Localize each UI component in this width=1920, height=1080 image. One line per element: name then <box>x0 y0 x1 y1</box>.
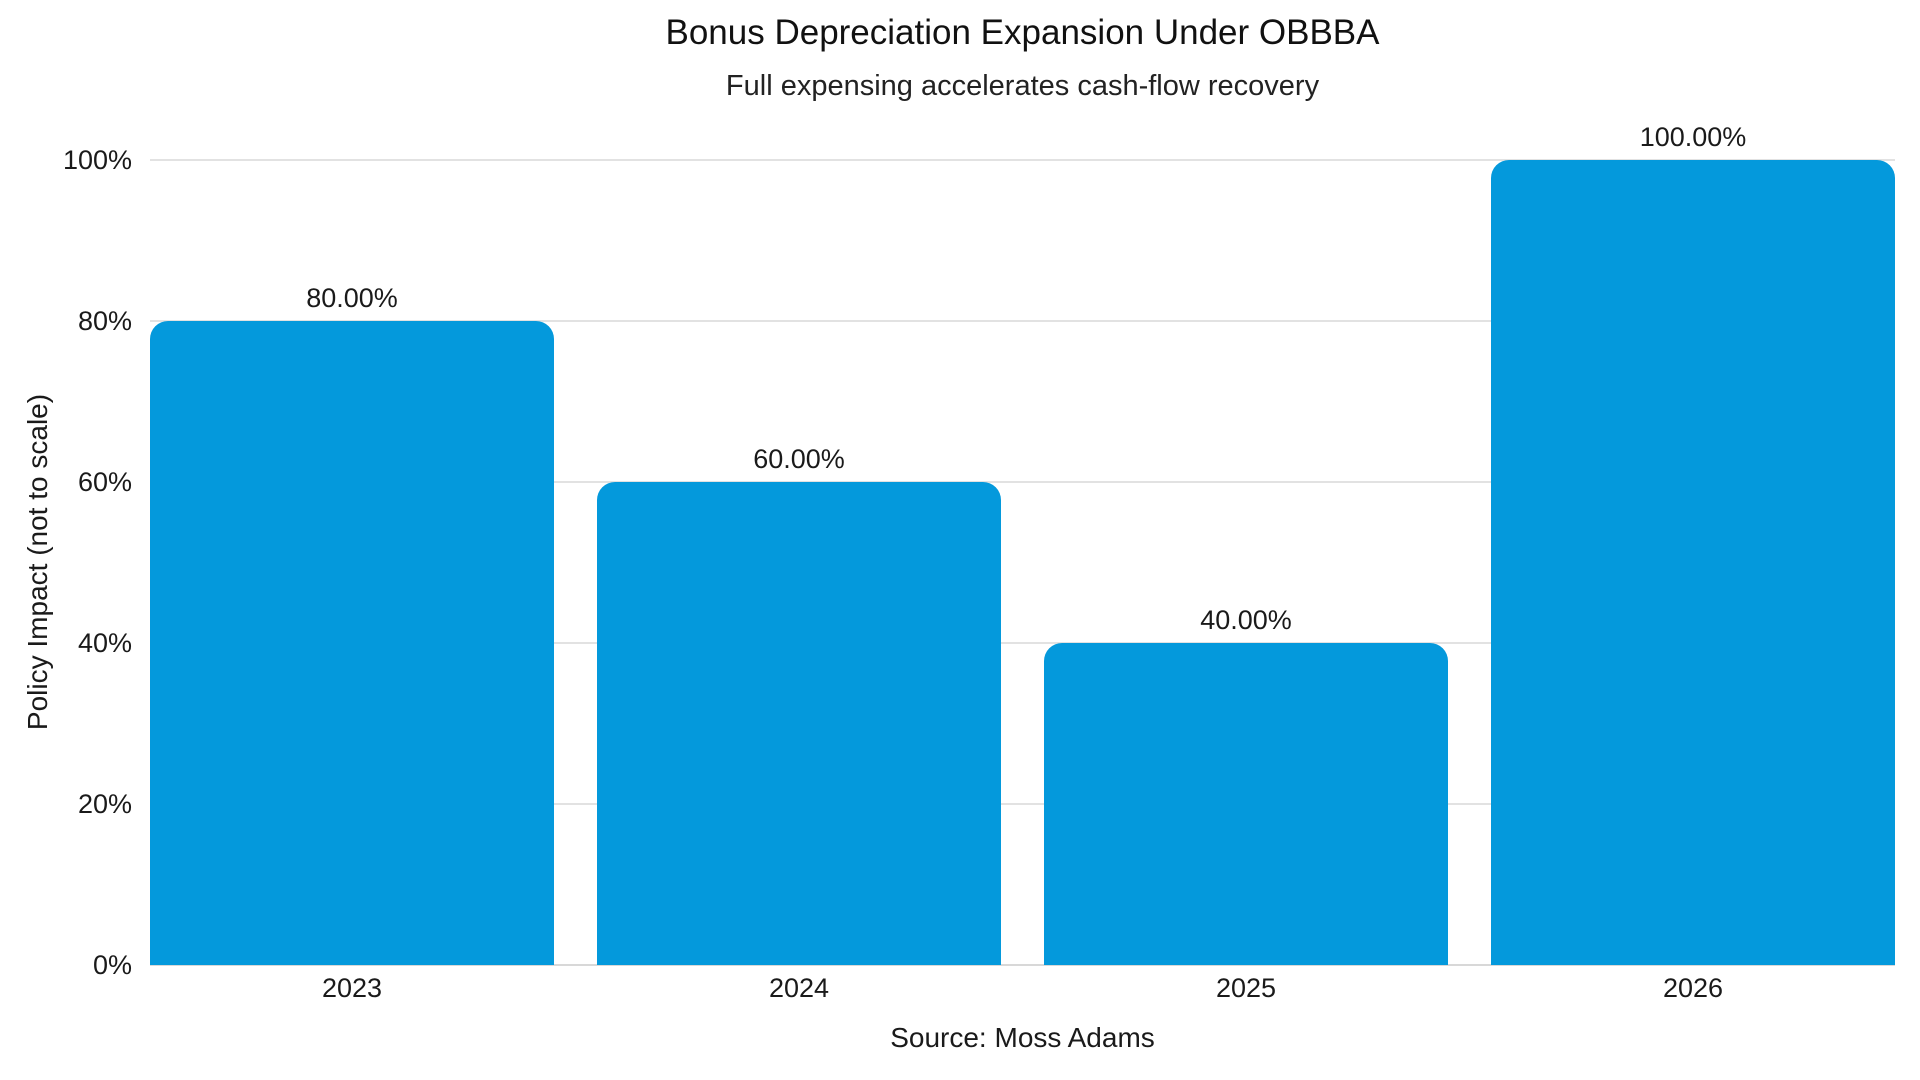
bar <box>1044 643 1448 965</box>
y-tick-label: 60% <box>77 467 132 497</box>
gridline <box>150 320 1895 322</box>
gridline <box>150 159 1895 161</box>
source-note: Source: Moss Adams <box>890 1022 1155 1053</box>
bar-value-label: 40.00% <box>1200 605 1292 635</box>
gridline <box>150 803 1895 805</box>
x-tick-label: 2026 <box>1662 973 1724 1003</box>
chart-subtitle: Full expensing accelerates cash-flow rec… <box>725 70 1320 102</box>
x-tick-label: 2023 <box>321 973 383 1003</box>
y-tick-label: 0% <box>92 950 132 980</box>
bar-value-label: 80.00% <box>306 283 398 313</box>
bar-value-label: 100.00% <box>1639 122 1747 152</box>
x-tick-label: 2025 <box>1215 973 1277 1003</box>
y-tick-label: 20% <box>77 789 132 819</box>
y-tick-label: 80% <box>77 306 132 336</box>
gridline <box>150 481 1895 483</box>
y-tick-label: 40% <box>77 628 132 658</box>
gridline <box>150 642 1895 644</box>
y-tick-label: 100% <box>62 145 132 175</box>
plot-area: 80.00% 60.00% 40.00% 100.00% <box>150 122 1895 966</box>
bar <box>150 321 554 965</box>
gridline <box>150 964 1895 966</box>
bar <box>1491 160 1895 965</box>
bar <box>597 482 1001 965</box>
chart-title: Bonus Depreciation Expansion Under OBBBA <box>665 13 1380 52</box>
bar-value-label: 60.00% <box>753 444 845 474</box>
y-axis-title: Policy Impact (not to scale) <box>22 393 53 731</box>
x-tick-label: 2024 <box>768 973 830 1003</box>
